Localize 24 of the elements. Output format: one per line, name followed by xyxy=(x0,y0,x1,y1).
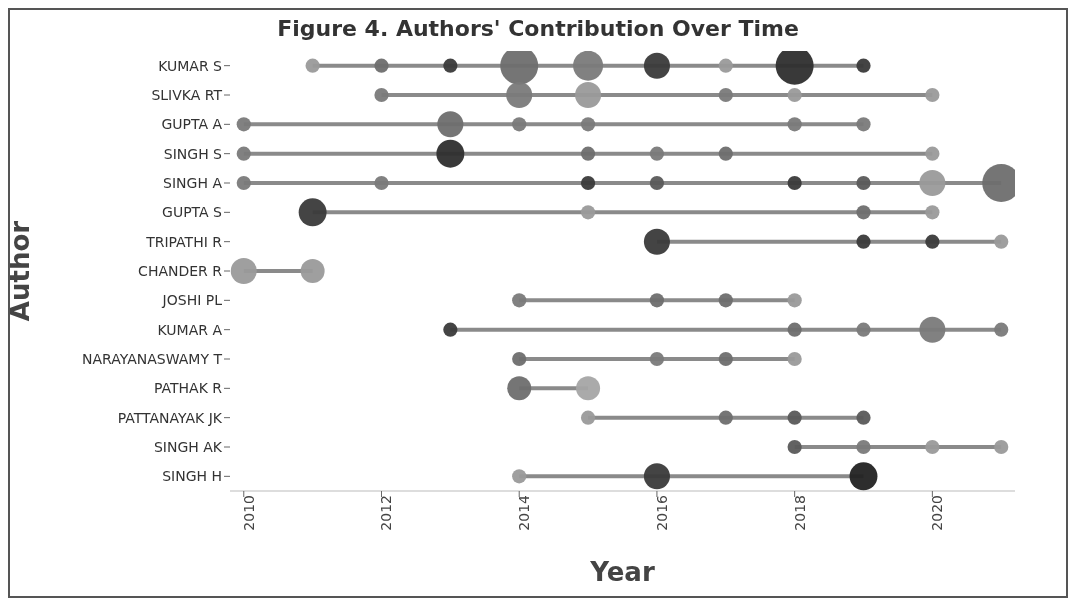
chart-title: Figure 4. Authors' Contribution Over Time xyxy=(276,15,800,41)
x-axis-title: Year xyxy=(589,557,655,587)
y-tick-label: SINGH H xyxy=(162,468,222,485)
x-tick-label: 2018 xyxy=(791,495,808,531)
y-tick-label: SLIVKA RT xyxy=(151,86,223,103)
y-tick-label: GUPTA A xyxy=(161,116,223,133)
y-tick-label: KUMAR S xyxy=(158,57,223,74)
y-tick-label: KUMAR A xyxy=(157,321,223,338)
x-tick-label: 2020 xyxy=(929,495,946,531)
y-tick-label: CHANDER R xyxy=(138,262,223,279)
y-tick-label: NARAYANASWAMY T xyxy=(82,350,223,367)
y-tick-label: GUPTA S xyxy=(162,204,223,221)
y-axis-title: Author xyxy=(5,220,36,322)
y-tick-label: JOSHI PL xyxy=(161,292,223,309)
y-tick-label: SINGH S xyxy=(163,145,223,162)
y-tick-label: PATHAK R xyxy=(153,380,223,397)
x-tick-label: 2014 xyxy=(516,494,533,531)
y-tick-label: TRIPATHI R xyxy=(145,233,223,250)
y-tick-label: SINGH AK xyxy=(153,438,223,455)
y-tick-label: PATTANAYAK JK xyxy=(117,409,223,426)
x-tick-label: 2016 xyxy=(653,494,670,531)
x-tick-label: 2012 xyxy=(378,495,395,531)
y-tick-label: SINGH A xyxy=(163,174,223,191)
x-tick-label: 2010 xyxy=(240,495,257,531)
